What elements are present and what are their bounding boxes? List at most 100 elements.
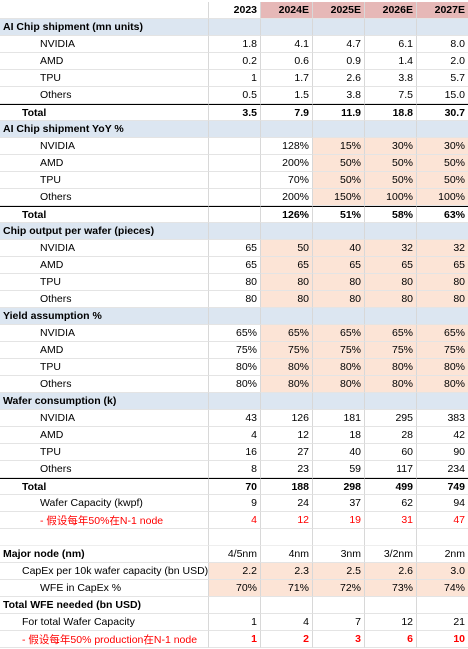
value-cell[interactable]: [313, 529, 365, 546]
value-cell[interactable]: 188: [261, 478, 313, 495]
value-cell[interactable]: [261, 529, 313, 546]
value-cell[interactable]: 40: [313, 240, 365, 257]
value-cell[interactable]: 3.8: [365, 70, 417, 87]
value-cell[interactable]: 3/2nm: [365, 546, 417, 563]
value-cell[interactable]: 70%: [261, 172, 313, 189]
value-cell[interactable]: 7.5: [365, 87, 417, 104]
value-cell[interactable]: 181: [313, 410, 365, 427]
value-cell[interactable]: 3nm: [313, 546, 365, 563]
value-cell[interactable]: [417, 529, 468, 546]
value-cell[interactable]: 80%: [417, 376, 468, 393]
value-cell[interactable]: 295: [365, 410, 417, 427]
value-cell[interactable]: 50%: [417, 155, 468, 172]
value-cell[interactable]: 7.9: [261, 104, 313, 121]
value-cell[interactable]: 80%: [365, 359, 417, 376]
value-cell[interactable]: 30.7: [417, 104, 468, 121]
row-label-cell[interactable]: WFE in CapEx %: [0, 580, 209, 597]
value-cell[interactable]: [261, 597, 313, 614]
value-cell[interactable]: 2.3: [261, 563, 313, 580]
value-cell[interactable]: 6: [365, 631, 417, 648]
value-cell[interactable]: 75%: [313, 342, 365, 359]
value-cell[interactable]: [261, 19, 313, 36]
row-label-cell[interactable]: NVIDIA: [0, 240, 209, 257]
row-label-cell[interactable]: Wafer Capacity (kwpf): [0, 495, 209, 512]
value-cell[interactable]: [209, 393, 261, 410]
value-cell[interactable]: [417, 223, 468, 240]
row-label-cell[interactable]: NVIDIA: [0, 138, 209, 155]
row-label-cell[interactable]: CapEx per 10k wafer capacity (bn USD): [0, 563, 209, 580]
value-cell[interactable]: 200%: [261, 189, 313, 206]
value-cell[interactable]: 4.7: [313, 36, 365, 53]
value-cell[interactable]: 117: [365, 461, 417, 478]
row-label-cell[interactable]: - 假设每年50%在N-1 node: [0, 512, 209, 529]
value-cell[interactable]: 80%: [313, 359, 365, 376]
value-cell[interactable]: 30%: [417, 138, 468, 155]
value-cell[interactable]: [313, 393, 365, 410]
value-cell[interactable]: [313, 121, 365, 138]
value-cell[interactable]: 32: [365, 240, 417, 257]
value-cell[interactable]: 234: [417, 461, 468, 478]
value-cell[interactable]: 70%: [209, 580, 261, 597]
row-label-cell[interactable]: Chip output per wafer (pieces): [0, 223, 209, 240]
value-cell[interactable]: [313, 19, 365, 36]
value-cell[interactable]: 94: [417, 495, 468, 512]
value-cell[interactable]: 2.2: [209, 563, 261, 580]
value-cell[interactable]: 80%: [365, 376, 417, 393]
value-cell[interactable]: 128%: [261, 138, 313, 155]
row-label-cell[interactable]: Total: [0, 478, 209, 495]
value-cell[interactable]: [261, 121, 313, 138]
value-cell[interactable]: 2.0: [417, 53, 468, 70]
value-cell[interactable]: 71%: [261, 580, 313, 597]
value-cell[interactable]: 65: [209, 240, 261, 257]
value-cell[interactable]: [209, 597, 261, 614]
row-label-cell[interactable]: For total Wafer Capacity: [0, 614, 209, 631]
value-cell[interactable]: 3.0: [417, 563, 468, 580]
value-cell[interactable]: 1.7: [261, 70, 313, 87]
value-cell[interactable]: 80%: [313, 376, 365, 393]
value-cell[interactable]: 3.5: [209, 104, 261, 121]
row-label-cell[interactable]: - 假设每年50% production在N-1 node: [0, 631, 209, 648]
value-cell[interactable]: 75%: [261, 342, 313, 359]
value-cell[interactable]: 50%: [365, 155, 417, 172]
value-cell[interactable]: 4: [209, 427, 261, 444]
value-cell[interactable]: 80: [261, 291, 313, 308]
value-cell[interactable]: 1.4: [365, 53, 417, 70]
value-cell[interactable]: 50%: [313, 155, 365, 172]
value-cell[interactable]: 80: [365, 291, 417, 308]
value-cell[interactable]: 4/5nm: [209, 546, 261, 563]
year-header-cell[interactable]: 2023: [209, 2, 261, 19]
row-label-cell[interactable]: AMD: [0, 342, 209, 359]
value-cell[interactable]: 18: [313, 427, 365, 444]
value-cell[interactable]: 2nm: [417, 546, 468, 563]
value-cell[interactable]: 80%: [209, 376, 261, 393]
value-cell[interactable]: 12: [365, 614, 417, 631]
value-cell[interactable]: 65: [209, 257, 261, 274]
value-cell[interactable]: 80%: [261, 359, 313, 376]
value-cell[interactable]: 63%: [417, 206, 468, 223]
row-label-cell[interactable]: Total: [0, 104, 209, 121]
value-cell[interactable]: [209, 308, 261, 325]
value-cell[interactable]: [209, 155, 261, 172]
value-cell[interactable]: 27: [261, 444, 313, 461]
value-cell[interactable]: 4.1: [261, 36, 313, 53]
value-cell[interactable]: 11.9: [313, 104, 365, 121]
year-header-cell[interactable]: 2026E: [365, 2, 417, 19]
row-label-cell[interactable]: TPU: [0, 274, 209, 291]
value-cell[interactable]: [209, 223, 261, 240]
value-cell[interactable]: 0.6: [261, 53, 313, 70]
value-cell[interactable]: 60: [365, 444, 417, 461]
value-cell[interactable]: 74%: [417, 580, 468, 597]
year-header-cell[interactable]: 2027E: [417, 2, 468, 19]
value-cell[interactable]: 80%: [261, 376, 313, 393]
value-cell[interactable]: 30%: [365, 138, 417, 155]
value-cell[interactable]: [313, 308, 365, 325]
value-cell[interactable]: 80: [313, 274, 365, 291]
value-cell[interactable]: 15%: [313, 138, 365, 155]
value-cell[interactable]: 16: [209, 444, 261, 461]
value-cell[interactable]: [417, 19, 468, 36]
value-cell[interactable]: 72%: [313, 580, 365, 597]
value-cell[interactable]: 2: [261, 631, 313, 648]
value-cell[interactable]: 47: [417, 512, 468, 529]
value-cell[interactable]: 65%: [417, 325, 468, 342]
value-cell[interactable]: 0.9: [313, 53, 365, 70]
